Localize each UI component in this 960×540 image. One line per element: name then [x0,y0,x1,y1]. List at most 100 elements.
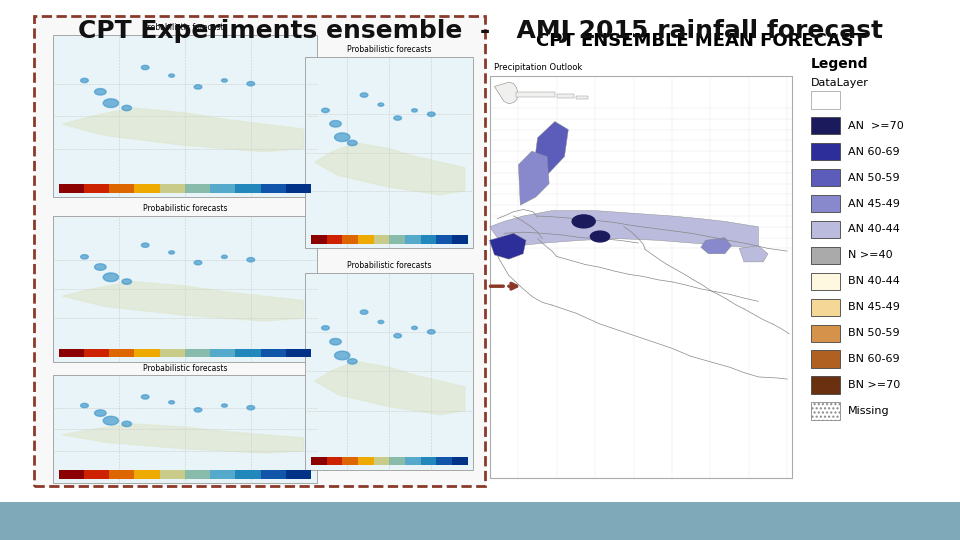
Bar [311,457,326,465]
Bar [84,470,109,479]
Bar [811,143,840,160]
Circle shape [194,260,202,265]
Bar [286,349,311,357]
Bar [811,117,840,134]
Circle shape [247,258,254,262]
Bar [811,402,840,420]
Bar [811,350,840,368]
Circle shape [590,231,610,242]
Circle shape [334,351,350,360]
Circle shape [81,403,88,408]
Text: CPT ENSEMBLE MEAN FORECAST: CPT ENSEMBLE MEAN FORECAST [536,31,866,50]
Bar [184,470,210,479]
Text: BN >=70: BN >=70 [848,380,900,390]
Bar [109,184,134,193]
Bar [210,349,235,357]
Bar [811,325,840,342]
Text: AN 60-69: AN 60-69 [848,147,900,157]
Circle shape [104,273,119,281]
Text: Missing: Missing [848,406,889,416]
Bar [516,92,555,97]
Circle shape [322,108,329,112]
Circle shape [394,116,401,120]
Bar [210,470,235,479]
Bar [490,76,792,478]
Bar [326,235,343,244]
Bar [452,235,468,244]
Circle shape [122,279,132,284]
Polygon shape [531,122,568,189]
Polygon shape [490,233,526,259]
Circle shape [194,85,202,89]
Circle shape [247,406,254,410]
Bar [358,235,373,244]
Bar [811,247,840,264]
Circle shape [427,112,435,117]
Bar [405,235,420,244]
Polygon shape [62,281,303,321]
Bar [420,235,436,244]
Polygon shape [518,151,549,205]
Circle shape [378,320,384,323]
Bar [405,457,420,465]
Bar [343,457,358,465]
Bar [436,457,452,465]
Circle shape [360,310,368,314]
Bar [260,470,286,479]
Polygon shape [490,211,758,248]
Text: N >=40: N >=40 [848,251,892,260]
Bar [235,184,260,193]
Polygon shape [315,143,465,195]
Bar [59,184,84,193]
Text: Precipitation Outlook: Precipitation Outlook [494,63,583,72]
Text: AN  >=70: AN >=70 [848,121,903,131]
Bar [811,376,840,394]
Polygon shape [62,424,303,453]
Bar [343,235,358,244]
Text: Probabilistic forecasts: Probabilistic forecasts [347,261,432,270]
Bar [311,235,326,244]
Circle shape [412,109,418,112]
Bar [286,184,311,193]
Bar [557,94,574,98]
Bar [390,235,405,244]
Bar [436,235,452,244]
Polygon shape [701,238,732,254]
Text: BN 50-59: BN 50-59 [848,328,900,338]
Bar [260,184,286,193]
Polygon shape [739,246,768,262]
Circle shape [348,140,357,146]
Bar [59,470,84,479]
Bar [159,184,184,193]
Polygon shape [315,361,465,415]
Bar [59,349,84,357]
Text: CPT Experiments ensemble  -   AMJ 2015 rainfall forecast: CPT Experiments ensemble - AMJ 2015 rain… [78,19,882,43]
Bar [373,457,390,465]
Bar [159,470,184,479]
Circle shape [222,255,228,259]
Text: DataLayer: DataLayer [811,78,869,89]
Circle shape [94,410,107,416]
Circle shape [81,255,88,259]
Circle shape [330,120,342,127]
Circle shape [141,395,149,399]
Circle shape [247,82,254,86]
Bar [811,299,840,316]
Bar [576,96,588,99]
Circle shape [348,359,357,364]
Circle shape [378,103,384,106]
Bar [811,273,840,290]
Circle shape [412,326,418,329]
Circle shape [104,416,119,425]
Circle shape [334,133,350,141]
Bar [358,457,373,465]
Circle shape [141,65,149,70]
Circle shape [222,79,228,82]
Bar [53,375,317,483]
Bar [390,457,405,465]
Text: BN 40-44: BN 40-44 [848,276,900,286]
Text: Probabilistic forecasts: Probabilistic forecasts [142,23,228,32]
Circle shape [330,339,342,345]
Circle shape [194,408,202,412]
Bar [286,470,311,479]
